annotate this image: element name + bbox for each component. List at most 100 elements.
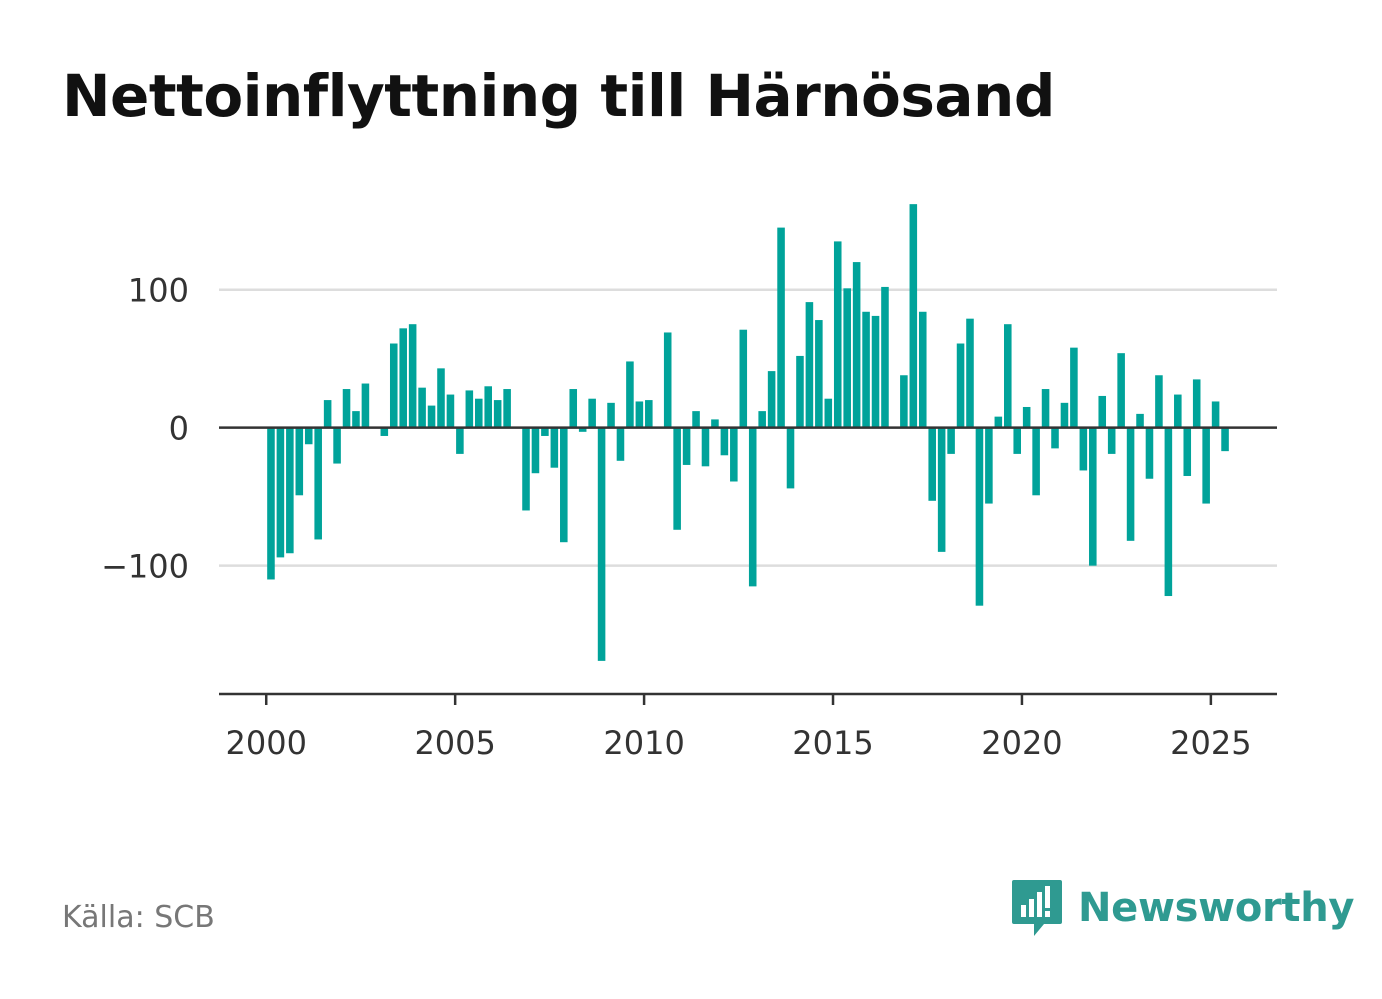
- bar: [286, 427, 294, 554]
- bar: [1145, 427, 1154, 479]
- bar: [1070, 347, 1078, 428]
- bar: [852, 262, 861, 428]
- x-tick-label: 2000: [226, 724, 307, 762]
- bar: [1174, 394, 1182, 428]
- bar: [663, 332, 672, 428]
- y-axis-tick-labels: 100 0 −100: [101, 272, 189, 586]
- bar: [815, 320, 823, 428]
- bar: [437, 368, 445, 428]
- bar: [796, 355, 804, 428]
- bar: [843, 288, 851, 428]
- bar: [607, 402, 615, 428]
- bar: [626, 361, 634, 428]
- bar: [739, 329, 748, 428]
- bar: [578, 427, 587, 432]
- bar: [1202, 427, 1210, 504]
- bar: [380, 427, 389, 436]
- y-tick-label: 0: [169, 410, 189, 448]
- bar: [1004, 324, 1012, 428]
- bars: [267, 204, 1229, 661]
- bar: [493, 400, 502, 428]
- bar: [569, 389, 578, 428]
- bar: [900, 375, 908, 428]
- newsworthy-logo-icon: [1012, 880, 1062, 936]
- bar: [333, 427, 341, 464]
- bar: [1192, 379, 1201, 428]
- bar: [985, 427, 993, 504]
- bar: [833, 241, 842, 428]
- bar: [484, 386, 492, 428]
- bar: [522, 427, 530, 511]
- bar: [645, 400, 653, 428]
- bar: [1107, 427, 1116, 454]
- x-tick-label: 2025: [1170, 724, 1251, 762]
- bar: [975, 427, 984, 606]
- bar: [1098, 395, 1107, 428]
- bar: [947, 427, 955, 454]
- bar: [588, 398, 596, 428]
- bar: [389, 343, 398, 428]
- bar: [550, 427, 559, 468]
- bar: [465, 390, 474, 428]
- bar: [427, 405, 436, 428]
- bar: [824, 398, 833, 428]
- bar: [1041, 389, 1050, 428]
- gridlines: [219, 288, 1277, 567]
- bar: [352, 411, 360, 428]
- x-axis: 2000 2005 2010 2015 2020 2025: [219, 692, 1277, 762]
- bar: [730, 427, 738, 482]
- y-tick-label: −100: [101, 548, 189, 586]
- bar: [1051, 427, 1059, 449]
- bar: [928, 427, 936, 501]
- bar: [1155, 375, 1163, 428]
- bar: [881, 286, 889, 428]
- bar: [560, 427, 568, 543]
- bar: [1136, 413, 1144, 428]
- bar: [805, 302, 814, 428]
- bar: [295, 427, 304, 496]
- x-tick-label: 2005: [414, 724, 495, 762]
- bar: [361, 383, 370, 428]
- bar: [918, 311, 927, 428]
- bar: [323, 400, 332, 428]
- bar: [909, 204, 918, 428]
- x-tick-label: 2020: [981, 724, 1062, 762]
- bar: [1126, 427, 1135, 541]
- x-tick-label: 2015: [792, 724, 873, 762]
- bar: [1117, 353, 1125, 428]
- bar: [748, 427, 757, 587]
- bar: [1221, 427, 1229, 452]
- bar: [616, 427, 625, 461]
- bar: [1164, 427, 1173, 597]
- bar: [314, 427, 322, 540]
- bar: [720, 427, 729, 456]
- bar: [871, 315, 880, 428]
- bar: [531, 427, 540, 474]
- bar: [994, 416, 1003, 428]
- bar: [956, 343, 965, 428]
- bar: [1211, 401, 1220, 428]
- bar: [541, 427, 549, 436]
- bar: [1022, 406, 1031, 428]
- bar: [862, 311, 870, 428]
- bar: [1089, 427, 1097, 566]
- x-tick-label: 2010: [603, 724, 684, 762]
- bar: [503, 389, 511, 428]
- source-text: Källa: SCB: [62, 900, 215, 935]
- bar: [711, 419, 719, 428]
- bar: [758, 411, 766, 428]
- bar: [408, 324, 417, 428]
- bar: [1032, 427, 1040, 496]
- bar: [786, 427, 795, 489]
- bar: [446, 394, 455, 428]
- bar: [673, 427, 681, 530]
- bar: [456, 427, 464, 454]
- bar: [1079, 427, 1088, 471]
- brand-name: Newsworthy: [1078, 885, 1355, 931]
- bar: [267, 427, 275, 580]
- bar: [1183, 427, 1192, 476]
- bar: [418, 387, 426, 428]
- bar: [1060, 402, 1069, 428]
- bar: [1013, 427, 1021, 454]
- bar: [475, 398, 483, 428]
